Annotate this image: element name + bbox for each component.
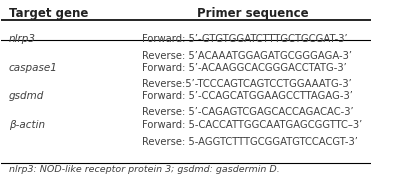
Text: Reverse:5’-TCCCAGTCAGTCCTGGAAATG-3’: Reverse:5’-TCCCAGTCAGTCCTGGAAATG-3’ <box>142 79 352 89</box>
Text: Primer sequence: Primer sequence <box>197 7 308 20</box>
Text: Reverse: 5-AGGTCTTTGCGGATGTCCACGT-3’: Reverse: 5-AGGTCTTTGCGGATGTCCACGT-3’ <box>142 137 358 147</box>
Text: Target gene: Target gene <box>9 7 88 20</box>
Text: nlrp3: NOD-like receptor protein 3; gsdmd: gasdermin D.: nlrp3: NOD-like receptor protein 3; gsdm… <box>9 165 280 174</box>
Text: Reverse: 5’ACAAATGGAGATGCGGGAGA-3’: Reverse: 5’ACAAATGGAGATGCGGGAGA-3’ <box>142 51 352 61</box>
Text: Reverse: 5’-CAGAGTCGAGCACCAGACAC-3’: Reverse: 5’-CAGAGTCGAGCACCAGACAC-3’ <box>142 107 353 117</box>
Text: Forward: 5’-GTGTGGATCTTTGCTGCGAT-3’: Forward: 5’-GTGTGGATCTTTGCTGCGAT-3’ <box>142 35 347 44</box>
Text: caspase1: caspase1 <box>9 62 58 73</box>
Text: nlrp3: nlrp3 <box>9 35 36 44</box>
Text: gsdmd: gsdmd <box>9 91 44 101</box>
Text: Forward: 5’-ACAAGGCACGGGACCTATG-3’: Forward: 5’-ACAAGGCACGGGACCTATG-3’ <box>142 62 346 73</box>
Text: Forward: 5’-CCAGCATGGAAGCCTTAGAG-3’: Forward: 5’-CCAGCATGGAAGCCTTAGAG-3’ <box>142 91 352 101</box>
Text: Forward: 5-CACCATTGGCAATGAGCGGTTC–3’: Forward: 5-CACCATTGGCAATGAGCGGTTC–3’ <box>142 120 362 130</box>
Text: β-actin: β-actin <box>9 120 45 130</box>
